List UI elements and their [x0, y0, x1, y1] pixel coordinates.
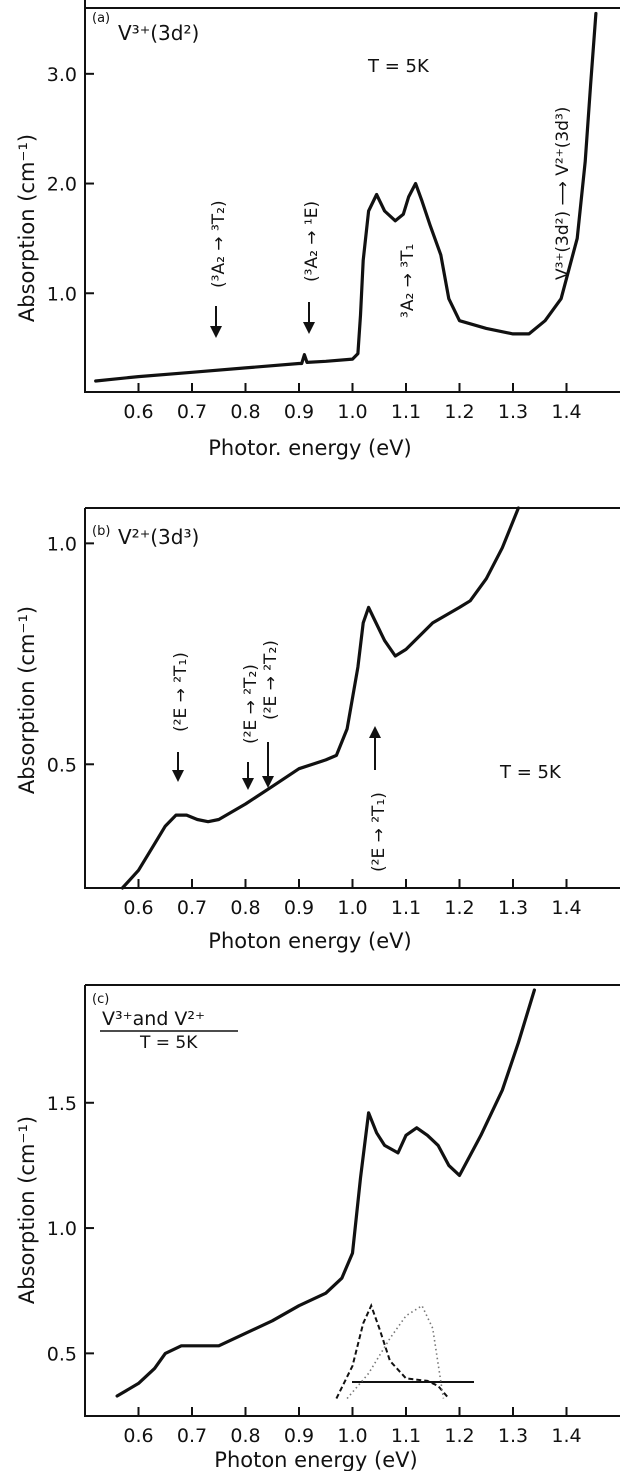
panel-a-ylabel: Absorption (cm⁻¹)	[15, 134, 39, 322]
panel-b: 0.6 0.7 0.8 0.9 1.0 1.1 1.2 1.3 1.4 0.5 1.0 (b) V…	[15, 506, 620, 953]
panel-a-xlabel: Photor. energy (eV)	[208, 436, 411, 460]
x-tick-label: 1.2	[444, 897, 474, 919]
panel-c-label: (c)	[92, 992, 109, 1007]
panel-b-xticks: 0.6 0.7 0.8 0.9 1.0 1.1 1.2 1.3 1.4	[123, 879, 582, 919]
y-tick-label: 3.0	[47, 64, 77, 86]
panel-b-species: V²⁺(3d³)	[118, 525, 199, 549]
arrowhead-3a2-3t2	[210, 326, 222, 338]
x-tick-label: 0.9	[284, 897, 314, 919]
panel-b-yticks: 0.5 1.0	[47, 533, 94, 776]
annotation-3a2-3t1: ³A₂ → ³T₁	[398, 244, 418, 318]
inset-dotted-curve	[346, 1304, 445, 1400]
x-tick-label: 0.7	[177, 1425, 207, 1447]
panel-c-temperature: T = 5K	[139, 1033, 198, 1053]
x-tick-label: 1.0	[337, 897, 367, 919]
panel-c-curve	[115, 988, 536, 1398]
panel-b-curve	[120, 506, 520, 890]
inset-dashed-curve	[335, 1303, 450, 1400]
panel-a-axes	[84, 0, 620, 393]
x-tick-label: 1.4	[551, 1425, 581, 1447]
panel-b-label: (b)	[92, 524, 110, 539]
annotation-3a2-3t2: (³A₂ → ³T₂)	[209, 200, 229, 288]
arrowhead-3a2-1e	[303, 322, 315, 334]
y-tick-label: 0.5	[47, 754, 77, 776]
y-tick-label: 1.0	[47, 1218, 77, 1240]
annotation-3a2-1e: (³A₂ → ¹E)	[302, 201, 322, 282]
x-tick-label: 1.4	[551, 897, 581, 919]
panel-c-species: V³⁺and V²⁺	[102, 1008, 205, 1030]
x-tick-label: 0.6	[123, 897, 153, 919]
x-tick-label: 1.3	[498, 897, 528, 919]
y-tick-label: 0.5	[47, 1343, 77, 1365]
annotation-v3-v2: V³⁺(3d²) ⟶ V²⁺(3d³)	[553, 107, 573, 280]
panel-c: 0.6 0.7 0.8 0.9 1.0 1.1 1.2 1.3 1.4 0.5 1.0 1.5 (c…	[15, 984, 620, 1471]
x-tick-label: 1.2	[444, 401, 474, 423]
panel-b-ylabel: Absorption (cm⁻¹)	[15, 606, 39, 794]
y-tick-label: 1.0	[47, 533, 77, 555]
panel-a-yticks: 1.0 2.0 3.0	[47, 64, 94, 305]
x-tick-label: 0.8	[230, 401, 260, 423]
x-tick-label: 1.0	[337, 401, 367, 423]
panel-c-xticks: 0.6 0.7 0.8 0.9 1.0 1.1 1.2 1.3 1.4	[123, 1407, 582, 1447]
x-tick-label: 0.6	[123, 1425, 153, 1447]
panel-a-curve	[94, 11, 598, 383]
annotation-2e-2t2-b: (²E → ²T₂)	[261, 640, 281, 720]
panel-a-species: V³⁺(3d²)	[118, 21, 199, 45]
annotation-2e-2t2-a: (²E → ²T₂)	[241, 664, 261, 744]
panel-c-axes	[84, 984, 620, 1417]
panel-a-xticks: 0.6 0.7 0.8 0.9 1.0 1.1 1.2 1.3 1.4	[123, 383, 582, 423]
annotation-2e-2t1-b: (²E → ²T₁)	[369, 792, 389, 872]
panel-a-label: (a)	[92, 11, 110, 26]
x-tick-label: 0.9	[284, 401, 314, 423]
panel-c-ylabel: Absorption (cm⁻¹)	[15, 1116, 39, 1304]
x-tick-label: 0.9	[284, 1425, 314, 1447]
panel-c-xlabel: Photon energy (eV)	[214, 1448, 417, 1471]
annotation-2e-2t1-a: (²E → ²T₁)	[171, 652, 191, 732]
x-tick-label: 1.2	[444, 1425, 474, 1447]
x-tick-label: 1.1	[391, 401, 421, 423]
panel-b-temperature: T = 5K	[499, 762, 562, 783]
x-tick-label: 0.6	[123, 401, 153, 423]
x-tick-label: 1.3	[498, 1425, 528, 1447]
x-tick-label: 0.8	[230, 897, 260, 919]
x-tick-label: 0.7	[177, 401, 207, 423]
y-tick-label: 1.0	[47, 283, 77, 305]
panel-b-axes	[84, 507, 620, 889]
x-tick-label: 0.7	[177, 897, 207, 919]
y-tick-label: 2.0	[47, 174, 77, 196]
x-tick-label: 1.3	[498, 401, 528, 423]
panel-c-yticks: 0.5 1.0 1.5	[47, 1093, 94, 1365]
y-tick-label: 1.5	[47, 1093, 77, 1115]
x-tick-label: 1.1	[391, 1425, 421, 1447]
arrowhead-2e-2t2-b	[262, 776, 274, 788]
x-tick-label: 0.8	[230, 1425, 260, 1447]
panel-a: 0.6 0.7 0.8 0.9 1.0 1.1 1.2 1.3 1.4 1.0 2.0 3.0 (a…	[15, 0, 620, 460]
panel-a-temperature: T = 5K	[367, 56, 430, 77]
x-tick-label: 1.4	[551, 401, 581, 423]
arrowhead-2e-2t2-a	[242, 778, 254, 790]
x-tick-label: 1.1	[391, 897, 421, 919]
panel-b-xlabel: Photon energy (eV)	[208, 929, 411, 953]
x-tick-label: 1.0	[337, 1425, 367, 1447]
arrowhead-2e-2t1-a	[172, 770, 184, 782]
arrowhead-2e-2t1-b	[369, 726, 381, 738]
